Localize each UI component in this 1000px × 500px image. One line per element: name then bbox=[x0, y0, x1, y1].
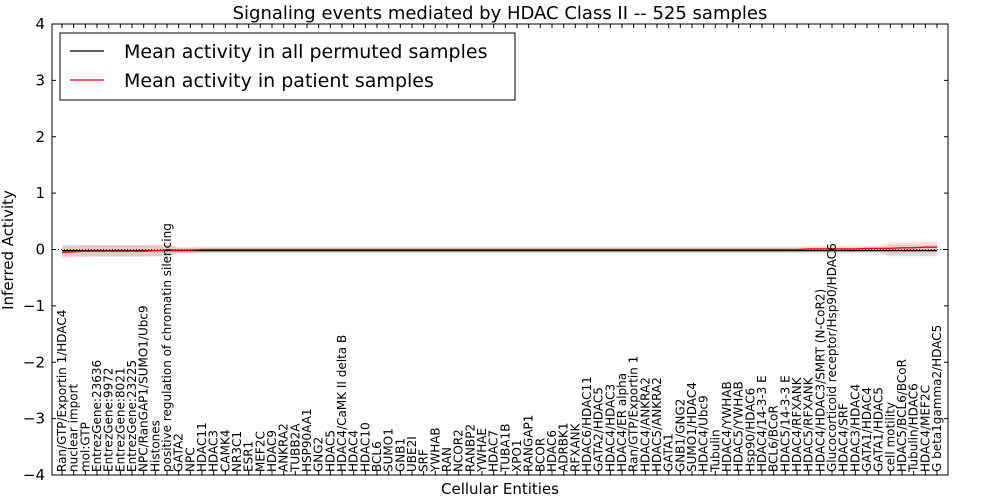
x-category-label: positive regulation of chromatin silenci… bbox=[160, 223, 174, 472]
x-category-label: GATA2/HDAC5 bbox=[592, 387, 606, 472]
y-tick-label: 0 bbox=[35, 241, 45, 259]
x-category-label: NCOR2 bbox=[452, 429, 466, 472]
x-category-label: RANBP2 bbox=[463, 424, 477, 472]
x-category-label: TUBA1B bbox=[498, 424, 512, 473]
x-category-label: HDAC5/RFXANK bbox=[802, 376, 816, 472]
series-line-patient bbox=[61, 246, 937, 253]
x-category-label: HDAC5/YWHAB bbox=[732, 381, 746, 472]
x-category-label: YWHAB bbox=[428, 427, 442, 473]
x-category-label: XPO1 bbox=[510, 439, 524, 472]
x-category-label: EntrezGene:8021 bbox=[113, 368, 127, 473]
series-lines bbox=[61, 246, 937, 253]
x-category-label: HDAC5/14-3-3 E bbox=[778, 375, 792, 472]
x-category-label: GATA1 bbox=[662, 433, 676, 472]
x-category-label: SRF bbox=[417, 449, 431, 472]
x-category-label: RFXANK bbox=[568, 422, 582, 472]
x-category-label: GATA1/HDAC5 bbox=[872, 387, 886, 472]
x-category-label: CAMK4 bbox=[218, 430, 232, 472]
x-category-label: HDAC4/SRF bbox=[837, 403, 851, 472]
x-axis-ticks bbox=[61, 24, 938, 475]
x-category-label: HDAC7 bbox=[487, 430, 501, 472]
x-category-label: BCOR bbox=[533, 438, 547, 472]
x-category-label: NR3C1 bbox=[230, 431, 244, 472]
x-category-label: Tubulin/HDAC6 bbox=[907, 383, 921, 473]
y-tick-label: 3 bbox=[35, 71, 45, 89]
x-category-label: HDAC5/BCL6/BCoR bbox=[895, 359, 909, 472]
x-category-label: RAN bbox=[440, 447, 454, 472]
x-category-label: HDAC5/ANKRA2 bbox=[650, 377, 664, 472]
x-category-label: BCL6 bbox=[370, 441, 384, 472]
x-category-label: HDAC4/HDAC3/SMRT (N-CoR2) bbox=[813, 289, 827, 472]
x-category-label: HDAC4/CaMK II delta B bbox=[335, 335, 349, 472]
x-category-label: HDAC10 bbox=[358, 422, 372, 472]
legend-label-patient: Mean activity in patient samples bbox=[124, 70, 434, 92]
x-category-label: ANKRA2 bbox=[277, 423, 291, 472]
x-category-label: MEF2C bbox=[253, 431, 267, 472]
x-category-label: HDAC4 bbox=[347, 430, 361, 472]
x-category-label: HSP90AA1 bbox=[300, 408, 314, 472]
x-axis-label: Cellular Entities bbox=[441, 480, 559, 498]
x-category-label: GNB1/GNG2 bbox=[673, 399, 687, 472]
x-category-label: SUMO1 bbox=[382, 428, 396, 472]
x-category-label: GNB1 bbox=[393, 438, 407, 472]
x-category-label: HDAC9 bbox=[265, 430, 279, 472]
x-category-label: TUBB2A bbox=[288, 423, 302, 473]
x-category-label: HDAC4/MEF2C bbox=[918, 385, 932, 472]
x-category-label: EntrezGene:23225 bbox=[125, 360, 139, 472]
y-tick-label: 2 bbox=[35, 128, 45, 146]
x-category-label: HDAC3/HDAC4 bbox=[848, 384, 862, 472]
chart-title: Signaling events mediated by HDAC Class … bbox=[233, 3, 768, 24]
y-axis-label: Inferred Activity bbox=[0, 190, 17, 310]
y-tick-label: −3 bbox=[23, 410, 45, 428]
legend: Mean activity in all permuted samples Me… bbox=[59, 32, 516, 101]
x-category-label: EntrezGene:9972 bbox=[102, 368, 116, 473]
legend-box bbox=[59, 32, 516, 101]
x-category-label: HDAC3 bbox=[207, 430, 221, 472]
legend-label-permuted: Mean activity in all permuted samples bbox=[124, 41, 487, 63]
y-tick-label: 1 bbox=[35, 184, 45, 202]
x-category-label: HDAC4/YWHAB bbox=[720, 381, 734, 472]
x-category-label: HDAC4/Ubc9 bbox=[697, 395, 711, 472]
x-category-label: HDAC6 bbox=[545, 430, 559, 472]
x-category-label: YWHAE bbox=[475, 428, 489, 473]
x-category-label: G beta1gamma2/HDAC5 bbox=[930, 325, 944, 472]
x-category-label: HDAC11 bbox=[195, 422, 209, 472]
x-category-label: GNG2 bbox=[312, 437, 326, 472]
x-category-label: Glucocorticoid receptor/Hsp90/HDAC6 bbox=[825, 243, 839, 472]
x-category-label: cell motility bbox=[883, 402, 897, 472]
x-category-label: Ran/GTP/Exportin 1/HDAC4 bbox=[55, 310, 69, 472]
y-axis-ticks: −4 −3 −2 −1 0 1 2 3 4 bbox=[23, 15, 948, 484]
x-category-label: SUMO1/HDAC4 bbox=[685, 382, 699, 472]
x-category-label: NPC bbox=[183, 447, 197, 472]
x-category-label: HDAC4/ANKRA2 bbox=[638, 377, 652, 472]
y-tick-label: −2 bbox=[23, 353, 45, 371]
x-category-label: EntrezGene:23636 bbox=[90, 360, 104, 472]
x-category-label: GATA2 bbox=[172, 433, 186, 472]
x-category-label: BCL6/BCoR bbox=[767, 405, 781, 472]
x-category-label: HDAC6/HDAC11 bbox=[580, 376, 594, 472]
x-category-label: Tubulin bbox=[708, 429, 722, 473]
y-tick-label: 4 bbox=[35, 15, 45, 33]
x-category-label: Histones bbox=[148, 420, 162, 472]
x-category-label: ADRBK1 bbox=[557, 422, 571, 472]
x-category-label: HDAC4/RFXANK bbox=[790, 376, 804, 472]
x-category-label: HDAC5 bbox=[323, 430, 337, 472]
y-tick-label: −4 bbox=[23, 466, 45, 484]
y-tick-label: −1 bbox=[23, 297, 45, 315]
x-category-label: mol:GTP bbox=[78, 422, 92, 472]
x-category-label: GATA1/HDAC4 bbox=[860, 387, 874, 472]
x-category-label: nuclear import bbox=[67, 383, 81, 472]
x-category-label: ESR1 bbox=[242, 441, 256, 472]
x-category-label: UBE2I bbox=[405, 436, 419, 472]
x-category-label: Hsp90/HDAC6 bbox=[743, 388, 757, 472]
x-category-label: HDAC4/ER alpha bbox=[615, 373, 629, 472]
x-category-label: RANGAP1 bbox=[522, 415, 536, 472]
x-category-label: NPC/RanGAP1/SUMO1/Ubc9 bbox=[137, 305, 151, 472]
x-category-label: HDAC4/HDAC3 bbox=[603, 384, 617, 472]
x-category-label: Ran/GTP/Exportin 1 bbox=[627, 356, 641, 472]
x-category-label: HDAC4/14-3-3 E bbox=[755, 375, 769, 472]
